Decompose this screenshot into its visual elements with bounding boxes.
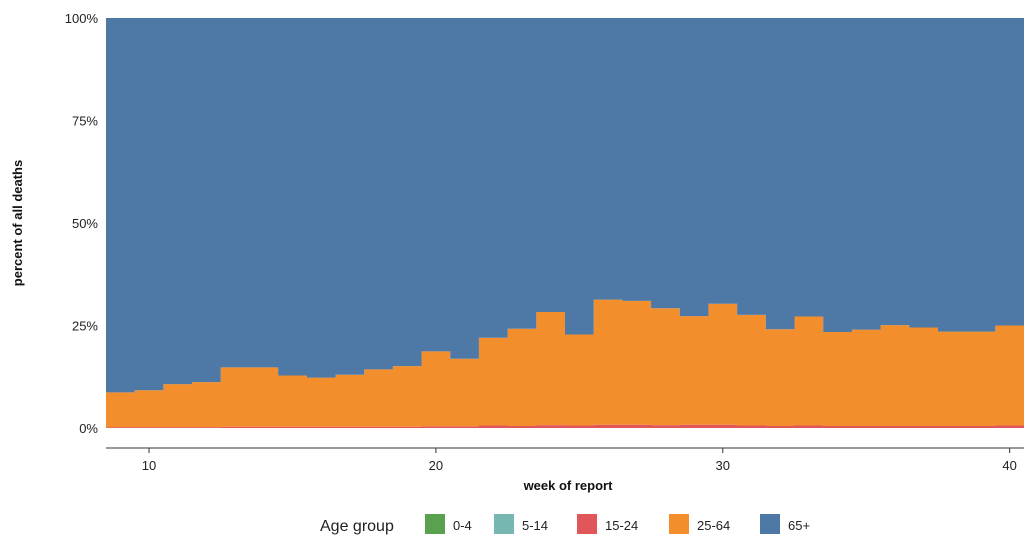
y-tick-label: 75% — [72, 114, 98, 129]
legend-swatch-65+ — [760, 514, 780, 534]
y-tick-label: 0% — [79, 421, 98, 436]
x-tick-label: 20 — [429, 458, 443, 473]
x-tick-label: 40 — [1002, 458, 1016, 473]
legend: Age group 0-4 5-14 15-24 25-64 65+ — [320, 514, 810, 535]
stacked-areas — [106, 18, 1024, 428]
y-axis: 0% 25% 50% 75% 100% — [65, 11, 99, 436]
legend-label-65+: 65+ — [788, 518, 810, 533]
y-tick-label: 50% — [72, 216, 98, 231]
legend-swatch-25-64 — [669, 514, 689, 534]
y-tick-label: 100% — [65, 11, 99, 26]
legend-label-5-14: 5-14 — [522, 518, 548, 533]
legend-swatch-15-24 — [577, 514, 597, 534]
x-axis-title: week of report — [523, 478, 614, 493]
legend-swatch-5-14 — [494, 514, 514, 534]
x-tick-label: 10 — [142, 458, 156, 473]
y-axis-title: percent of all deaths — [10, 160, 25, 286]
legend-title: Age group — [320, 518, 394, 535]
y-tick-label: 25% — [72, 319, 98, 334]
x-tick-label: 30 — [716, 458, 730, 473]
x-axis: 10 20 30 40 — [106, 448, 1024, 473]
legend-label-25-64: 25-64 — [697, 518, 730, 533]
legend-swatch-0-4 — [425, 514, 445, 534]
legend-label-0-4: 0-4 — [453, 518, 472, 533]
legend-label-15-24: 15-24 — [605, 518, 638, 533]
